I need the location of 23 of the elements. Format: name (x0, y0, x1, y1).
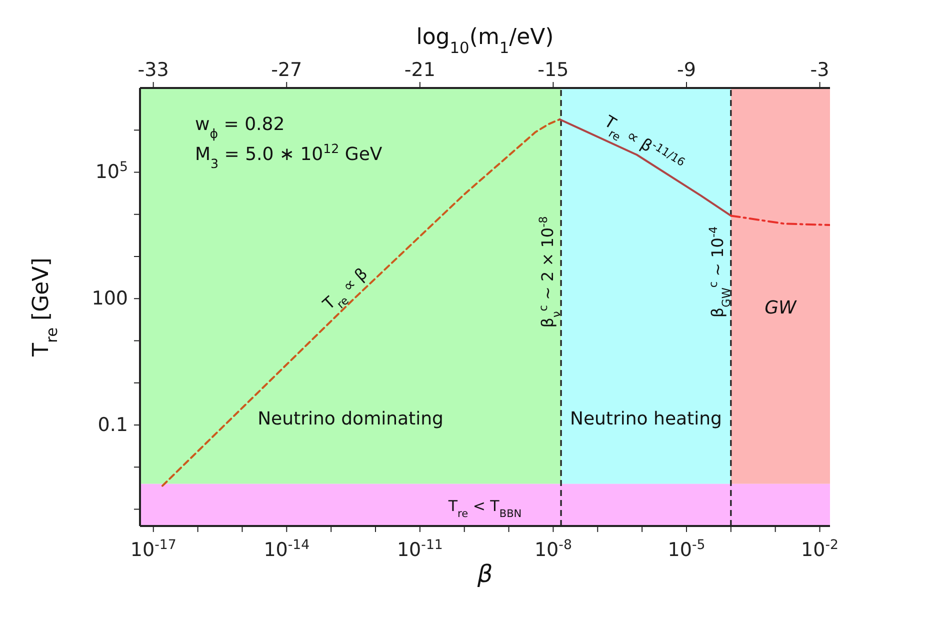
y-tick-label: 0.1 (98, 414, 128, 436)
x2-tick-label: -27 (271, 59, 302, 81)
annotation: M$_{3}$ = 5.0 ∗ 10$^{12}$ GeV (195, 140, 383, 170)
x-tick-label: 10$^{-5}$ (668, 538, 706, 561)
x-tick-label: 10$^{-8}$ (534, 538, 572, 561)
x2-tick-label: -33 (138, 59, 169, 81)
band-label: Neutrino heating (570, 408, 722, 430)
x-tick-label: 10$^{-11}$ (396, 538, 443, 561)
x2-tick-label: -21 (404, 59, 436, 81)
band-label: GW (764, 298, 798, 319)
y-tick-label: 10$^{5}$ (95, 160, 128, 184)
x2-tick-label: -3 (810, 59, 830, 81)
x-tick-label: 10$^{-2}$ (801, 538, 838, 561)
x2-axis-title: log$_{10}$(m$_{1}$/eV) (416, 25, 554, 57)
x2-tick-label: -9 (677, 59, 696, 81)
x-tick-label: 10$^{-14}$ (264, 538, 310, 561)
x2-tick-label: -15 (538, 59, 569, 81)
band-label: T$_{re}$ < T$_{BBN}$ (447, 496, 522, 520)
band-label: Neutrino dominating (258, 408, 444, 430)
annotation: w$_{ϕ}$ = 0.82 (195, 114, 285, 140)
x-tick-label: 10$^{-17}$ (130, 538, 176, 561)
y-tick-label: 100 (92, 288, 128, 310)
x-axis-title: β (476, 560, 493, 588)
